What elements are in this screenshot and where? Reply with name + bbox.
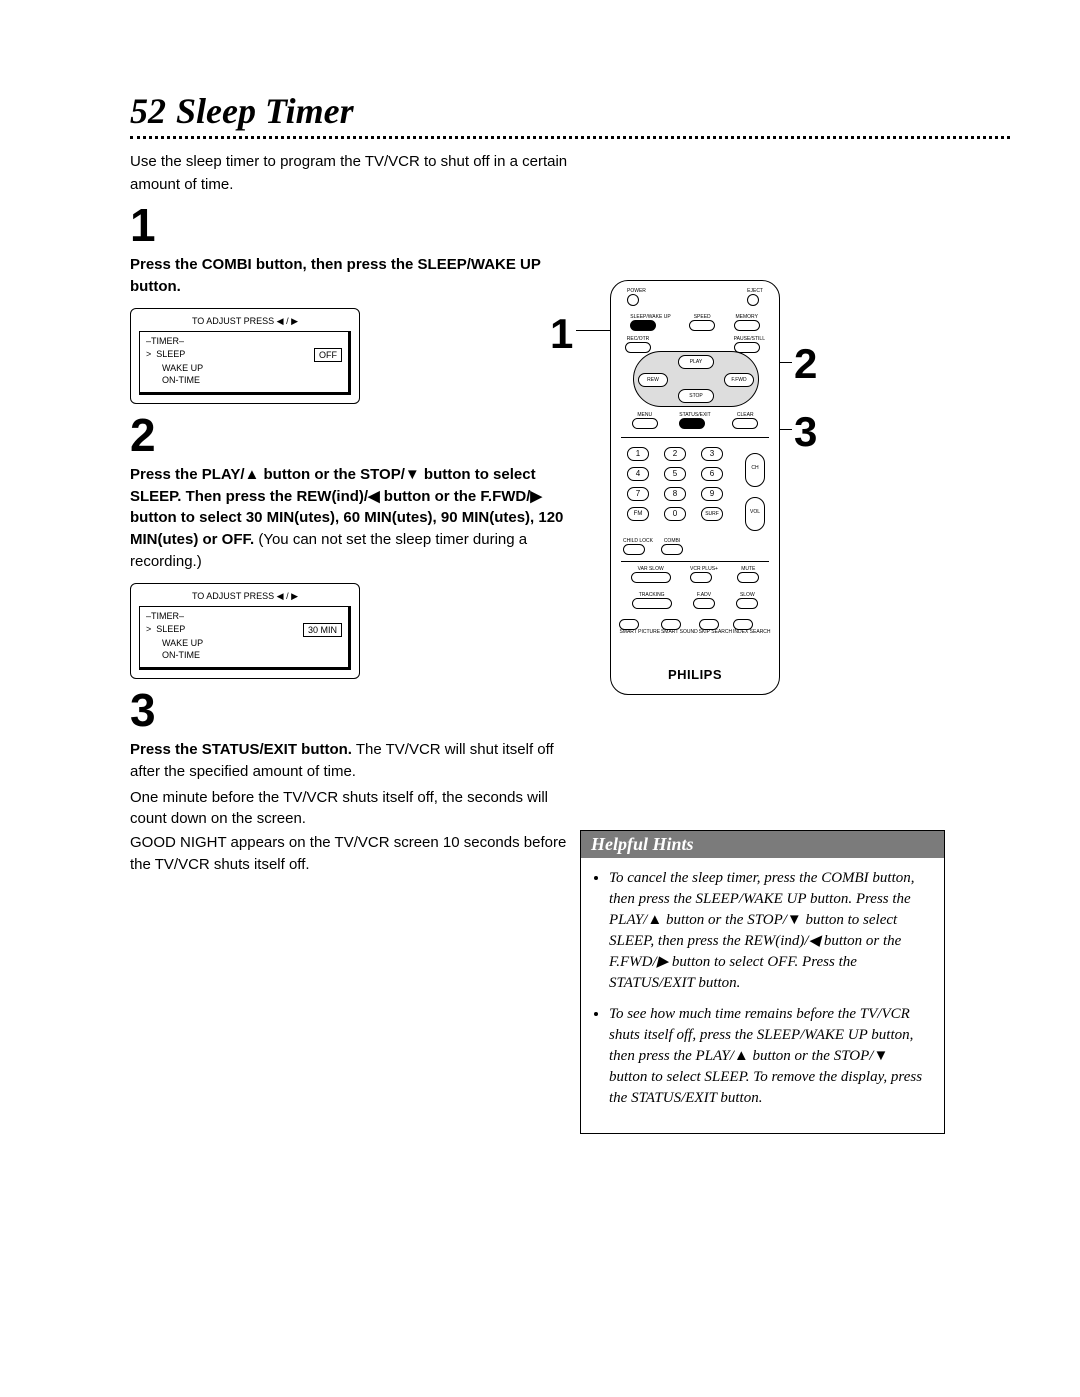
remote-label-pause: PAUSE/STILL xyxy=(734,337,765,342)
remote-label-fadv: F.ADV xyxy=(693,593,715,598)
remote-childlock xyxy=(623,544,645,555)
remote-num-8: 8 xyxy=(664,487,686,501)
osd-item-wakeup-2: WAKE UP xyxy=(146,637,342,650)
step-3-extra-2: GOOD NIGHT appears on the TV/VCR screen … xyxy=(130,832,570,876)
remote-num-9: 9 xyxy=(701,487,723,501)
remote-status-button xyxy=(679,418,705,429)
remote-label-skipsearch: SKIP SEARCH xyxy=(699,630,733,635)
remote-label-mute: MUTE xyxy=(737,567,759,572)
step-number-1: 1 xyxy=(130,202,580,248)
remote-brand: PHILIPS xyxy=(611,667,779,682)
osd-screen-2: TO ADJUST PRESS ◀ / ▶ –TIMER– > SLEEP 30… xyxy=(130,583,360,679)
remote-ch-label: CH xyxy=(746,466,764,471)
remote-label-speed: SPEED xyxy=(689,315,715,320)
remote-vcrplus xyxy=(690,572,712,583)
remote-tracking xyxy=(632,598,672,609)
callout-2: 2 xyxy=(794,340,817,388)
osd-head: TO ADJUST PRESS ◀ / ▶ xyxy=(139,315,351,328)
osd-item-sleep: SLEEP xyxy=(156,349,185,359)
page-title: Sleep Timer xyxy=(176,90,354,132)
remote-num-6: 6 xyxy=(701,467,723,481)
remote-rec-button xyxy=(625,342,651,353)
callout-3: 3 xyxy=(794,408,817,456)
remote-label-sleep: SLEEP/WAKE UP xyxy=(630,315,670,320)
osd-value-off: OFF xyxy=(314,348,342,362)
remote-label-childlock: CHILD LOCK xyxy=(623,539,653,544)
osd-item-ontime: ON-TIME xyxy=(146,374,342,387)
remote-fadv xyxy=(693,598,715,609)
step-3-instruction: Press the STATUS/EXIT button. The TV/VCR… xyxy=(130,739,570,783)
osd-head-2: TO ADJUST PRESS ◀ / ▶ xyxy=(139,590,351,603)
remote-label-clear: CLEAR xyxy=(732,413,758,418)
remote-label-smartpic: SMART PICTURE xyxy=(619,630,660,635)
remote-stop-button: STOP xyxy=(678,389,714,403)
osd-item-wakeup: WAKE UP xyxy=(146,362,342,375)
remote-label-combi: COMBI xyxy=(661,539,683,544)
osd-cursor: > xyxy=(146,349,151,359)
osd-item-ontime-2: ON-TIME xyxy=(146,649,342,662)
remote-menu-button xyxy=(632,418,658,429)
osd-section: –TIMER– xyxy=(146,335,342,348)
remote-illustration: 1 2 3 POWER EJECT SLEEP/WAKE UP xyxy=(580,280,810,695)
remote-sleep-button xyxy=(630,320,656,331)
remote-label-indexsearch: INDEX SEARCH xyxy=(733,630,771,635)
remote-label-power: POWER xyxy=(627,289,646,294)
title-rule xyxy=(130,136,1010,139)
remote-fm: FM xyxy=(627,507,649,521)
osd-item-sleep-2: SLEEP xyxy=(156,624,185,634)
hint-item-2: To see how much time remains before the … xyxy=(609,1004,930,1109)
remote-num-7: 7 xyxy=(627,487,649,501)
step-number-2: 2 xyxy=(130,412,580,458)
remote-eject-button xyxy=(747,294,759,306)
remote-surf: SURF xyxy=(701,507,723,521)
remote-num-4: 4 xyxy=(627,467,649,481)
osd-value-30min: 30 MIN xyxy=(303,623,342,637)
remote-clear-button xyxy=(732,418,758,429)
remote-num-2: 2 xyxy=(664,447,686,461)
step-number-3: 3 xyxy=(130,687,580,733)
intro-text: Use the sleep timer to program the TV/VC… xyxy=(130,151,580,196)
step-1-instruction: Press the COMBI button, then press the S… xyxy=(130,254,570,298)
callout-1: 1 xyxy=(550,310,573,358)
remote-label-eject: EJECT xyxy=(747,289,763,294)
osd-screen-1: TO ADJUST PRESS ◀ / ▶ –TIMER– > SLEEP OF… xyxy=(130,308,360,404)
remote-mute xyxy=(737,572,759,583)
remote-label-vcrplus: VCR PLUS+ xyxy=(690,567,718,572)
remote-combi xyxy=(661,544,683,555)
remote-num-1: 1 xyxy=(627,447,649,461)
hint-item-1: To cancel the sleep timer, press the COM… xyxy=(609,868,930,994)
remote-num-5: 5 xyxy=(664,467,686,481)
remote-vol-label: VOL xyxy=(746,510,764,515)
osd-cursor-2: > xyxy=(146,624,151,634)
remote-power-button xyxy=(627,294,639,306)
page-number: 52 xyxy=(130,90,166,132)
remote-num-3: 3 xyxy=(701,447,723,461)
remote-num-0: 0 xyxy=(664,507,686,521)
osd-section-2: –TIMER– xyxy=(146,610,342,623)
remote-label-memory: MEMORY xyxy=(734,315,760,320)
remote-label-status: STATUS/EXIT xyxy=(679,413,710,418)
helpful-hints-box: Helpful Hints To cancel the sleep timer,… xyxy=(580,830,945,1134)
remote-label-smartsound: SMART SOUND xyxy=(661,630,698,635)
remote-memory-button xyxy=(734,320,760,331)
remote-label-slow: SLOW xyxy=(736,593,758,598)
remote-rew-button: REW xyxy=(638,373,668,387)
helpful-hints-title: Helpful Hints xyxy=(581,831,944,858)
remote-slow xyxy=(736,598,758,609)
remote-varslow xyxy=(631,572,671,583)
remote-play-button: PLAY xyxy=(678,355,714,369)
step-3-extra-1: One minute before the TV/VCR shuts itsel… xyxy=(130,787,570,831)
remote-speed-button xyxy=(689,320,715,331)
step-2-instruction: Press the PLAY/▲ button or the STOP/▼ bu… xyxy=(130,464,570,573)
remote-ffwd-button: F.FWD xyxy=(724,373,754,387)
remote-label-rec: REC/OTR xyxy=(625,337,651,342)
